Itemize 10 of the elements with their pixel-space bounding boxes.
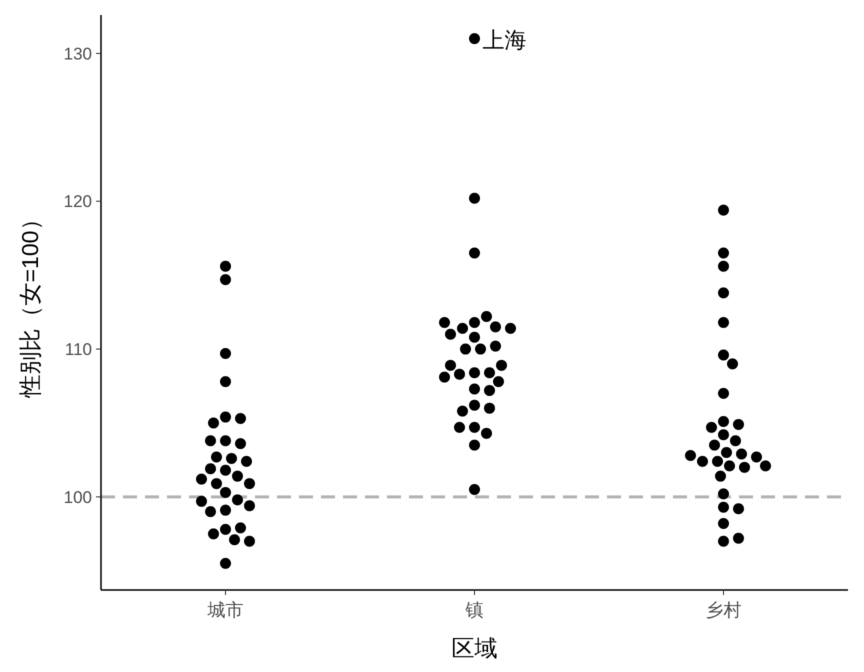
y-tick-label: 120 — [64, 192, 92, 212]
y-tick-label: 130 — [64, 44, 92, 64]
x-tick-label: 镇 — [464, 600, 484, 620]
x-axis-title: 区域 — [452, 635, 498, 661]
x-tick-label: 城市 — [206, 600, 244, 620]
y-axis-title: 性别比（女=100） — [17, 208, 43, 398]
x-tick-label: 乡村 — [706, 600, 742, 620]
y-tick-label: 100 — [64, 488, 92, 507]
y-tick-label: 110 — [64, 340, 92, 360]
annotation: 上海 — [482, 28, 526, 53]
